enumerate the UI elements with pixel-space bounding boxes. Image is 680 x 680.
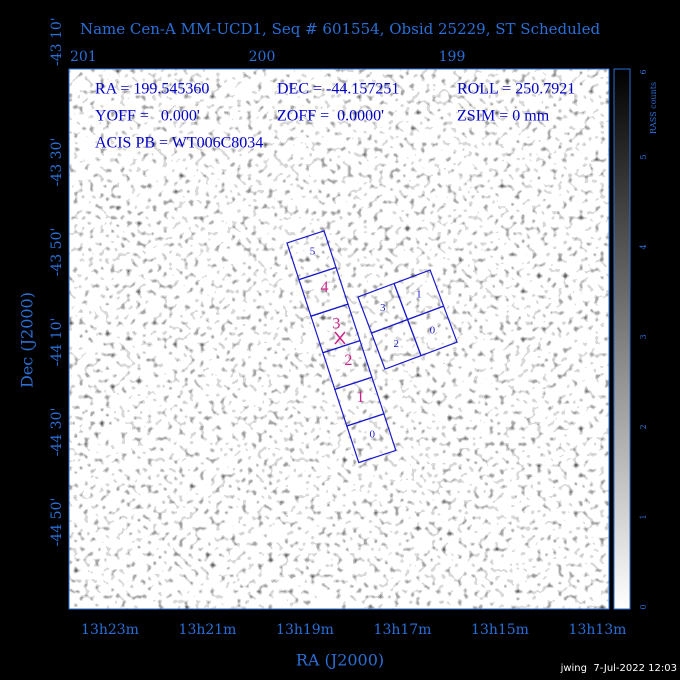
bottom-tick-label: 13h17m [374,622,432,638]
colorbar-title: RASS counts [649,82,658,134]
left-tick-label: -44 50' [49,498,65,547]
chip-label: 3 [332,316,340,333]
title: Name Cen-A MM-UCD1, Seq # 601554, Obsid … [80,20,601,38]
colorbar-tick-label: 3 [639,334,648,339]
top-tick-label: 199 [439,49,466,65]
info-text: DEC = -44.157251 [277,81,399,98]
chip-label: 2 [344,352,352,369]
info-text: RA = 199.545360 [95,81,209,98]
left-tick-label: -43 30' [49,138,65,187]
bottom-tick-label: 13h19m [276,622,334,638]
info-box: RA = 199.545360 DEC = -44.157251 ROLL = 25… [95,81,575,152]
bottom-tick-label: 13h23m [81,622,139,638]
chip-label: 4 [320,279,328,296]
bottom-tick-label: 13h21m [179,622,237,638]
left-tick-label: -44 10' [49,318,65,367]
bottom-axis-title: RA (J2000) [296,651,384,670]
left-tick-label: -44 30' [49,408,65,457]
acis-s-strip: 5 4 3 2 1 0 [286,230,397,464]
colorbar-tick-label: 4 [639,244,648,249]
chip [346,413,397,464]
bottom-tick-label: 13h13m [569,622,627,638]
colorbar-tick-label: 5 [639,154,648,159]
chip-label: 1 [356,389,364,406]
chip-label: 1 [416,288,422,300]
colorbar-tick-label: 1 [639,514,648,519]
info-text: YOFF = 0.000' [95,108,200,125]
chip-label: 0 [430,324,436,336]
info-text: ROLL = 250.7921 [457,81,575,98]
colorbar [613,68,631,610]
chip-label: 2 [394,338,400,350]
aimpoint [334,331,346,345]
plot-frame [68,68,610,610]
bottom-tick-label: 13h15m [471,622,529,638]
colorbar-tick-label: 6 [639,69,648,74]
top-tick-label: 200 [249,49,276,65]
info-text: ZOFF = 0.0000' [277,108,384,125]
info-text: ACIS PB = WT006C8034 [95,135,263,152]
colorbar-tick-label: 0 [639,604,648,609]
acis-i-array: 3 1 2 0 [357,269,458,370]
left-axis-title: Dec (J2000) [18,292,37,388]
colorbar-tick-label: 2 [639,424,648,429]
chip-label: 3 [380,302,386,314]
chip-label: 5 [310,245,316,257]
chip-label: 0 [370,428,376,440]
footer: jwing 7-Jul-2022 12:03 [560,663,677,674]
left-tick-label: -43 50' [49,228,65,277]
top-tick-label: 201 [70,49,97,65]
info-text: ZSIM = 0 mm [457,108,550,125]
chip [406,305,458,357]
left-tick-label: -43 10' [49,17,65,66]
